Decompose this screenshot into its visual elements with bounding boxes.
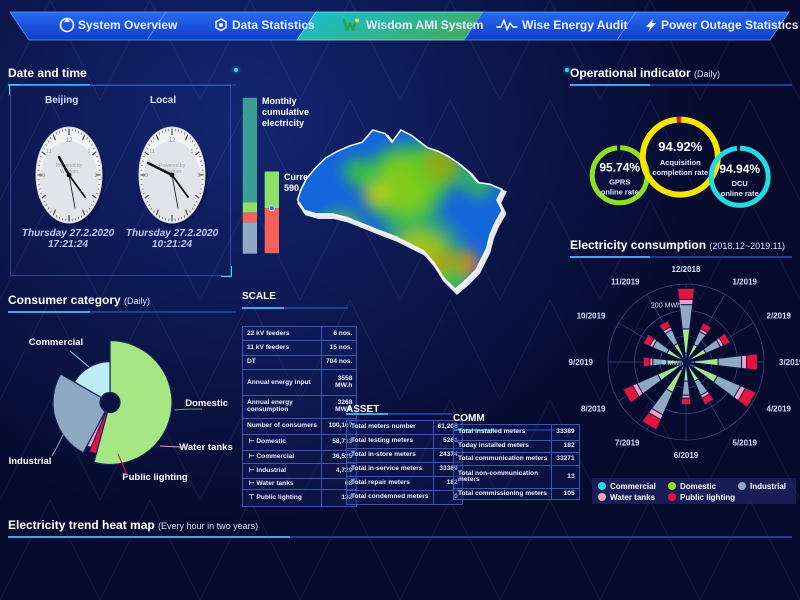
svg-text:Water tanks: Water tanks	[610, 493, 656, 502]
svg-text:Domestic: Domestic	[680, 482, 717, 491]
svg-text:Commercial: Commercial	[610, 482, 656, 491]
svg-text:Industrial: Industrial	[750, 482, 786, 491]
svg-text:Public lighting: Public lighting	[680, 493, 735, 502]
